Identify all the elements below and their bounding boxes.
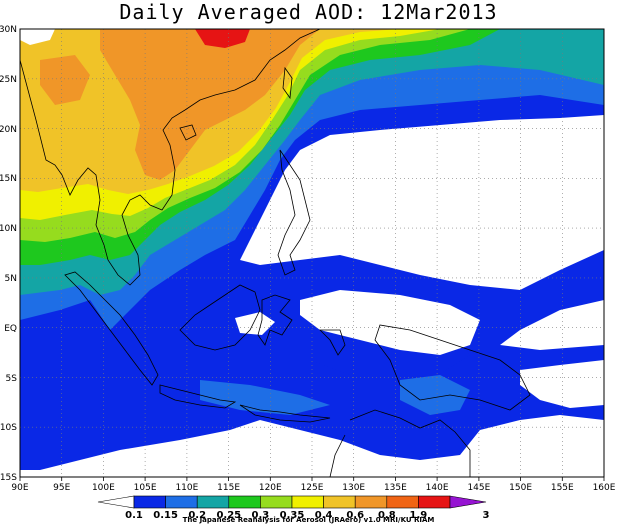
lon-label: 95E [53,483,70,493]
aod-region-1.9 [195,29,250,48]
coastlines [20,29,531,477]
coast-sulawesi [257,294,293,346]
colorbar-cell [196,495,230,509]
lon-labels: 90E 95E 100E 105E 110E 115E 120E 125E 13… [11,483,615,493]
map-grid [20,29,604,477]
aod-region-0.8-b [40,55,90,105]
colorbar-labels: 0.1 0.15 0.2 0.25 0.3 0.35 0.4 0.6 0.8 1… [125,510,489,521]
lon-label: 100E [92,483,115,493]
coast-mainland [20,29,321,286]
lon-label: 115E [217,483,240,493]
aod-region-south-blob [400,375,470,415]
lon-label: 125E [301,483,324,493]
lat-label: 5N [5,274,17,284]
lon-label: 155E [551,483,574,493]
aod-region-low-1 [300,130,604,255]
aod-region-0.2-b [200,380,330,415]
coast-lesser-sunda [239,404,331,423]
colorbar-label: 0.4 [315,510,333,521]
lon-label: 105E [134,483,157,493]
colorbar-cell [165,495,198,509]
lon-label: 160E [593,483,616,493]
lon-label: 145E [467,483,490,493]
coast-maluku [319,329,346,356]
colorbar-cell [133,495,166,509]
map-ticks [19,477,605,481]
coast-taiwan [282,66,293,100]
lon-label: 130E [342,483,365,493]
coast-sumatra [64,271,159,386]
colorbar-cell [418,495,451,509]
colorbar-label: 0.15 [153,510,178,521]
lon-label: 120E [259,483,282,493]
colorbar-cell [260,495,293,509]
colorbar-cell [291,495,324,509]
lat-label: EQ [4,324,17,334]
colorbar-label: 0.6 [346,510,364,521]
credit-text: The Japanese Reanalysis for Aerosol (JRA… [182,516,435,524]
coast-philippines [277,149,311,276]
colorbar-label: 3 [483,510,490,521]
colorbar-label: 0.2 [188,510,206,521]
aod-region-low-4 [20,29,55,45]
coast-hainan [179,124,197,141]
coast-australia [329,409,471,477]
lat-label: 20N [0,125,17,135]
colorbar-cell [323,495,356,509]
lat-label: 15S [0,473,17,483]
colorbar-label: 0.35 [280,510,305,521]
lon-label: 90E [11,483,28,493]
colorbar-label: 0.3 [252,510,270,521]
colorbar-label: 0.25 [216,510,241,521]
coast-newguinea [374,324,531,411]
colorbar-label: 0.1 [125,510,143,521]
lon-label: 110E [175,483,198,493]
map-title: Daily Averaged AOD: 12Mar2013 [119,0,498,24]
lat-label: 15N [0,174,17,184]
lat-label: 10S [0,423,17,433]
colorbar [97,495,487,509]
lat-label: 5S [6,374,18,384]
colorbar-cell [228,495,261,509]
lon-label: 135E [384,483,407,493]
coast-borneo [179,284,261,351]
colorbar-label: 1.9 [410,510,428,521]
lat-label: 10N [0,224,17,234]
colorbar-cell [386,495,419,509]
lat-label: 30N [0,25,17,35]
lon-label: 140E [426,483,449,493]
lat-labels: 30N 25N 20N 15N 10N 5N EQ 5S 10S 15S [0,25,17,483]
colorbar-cell [354,495,388,509]
colorbar-cell [449,495,487,509]
colorbar-label: 0.8 [378,510,396,521]
aod-region-low-5 [235,312,275,335]
coast-java [159,384,237,409]
lat-label: 25N [0,75,17,85]
aod-region-low-3 [520,360,604,408]
colorbar-cell [97,495,135,509]
lon-label: 150E [509,483,532,493]
